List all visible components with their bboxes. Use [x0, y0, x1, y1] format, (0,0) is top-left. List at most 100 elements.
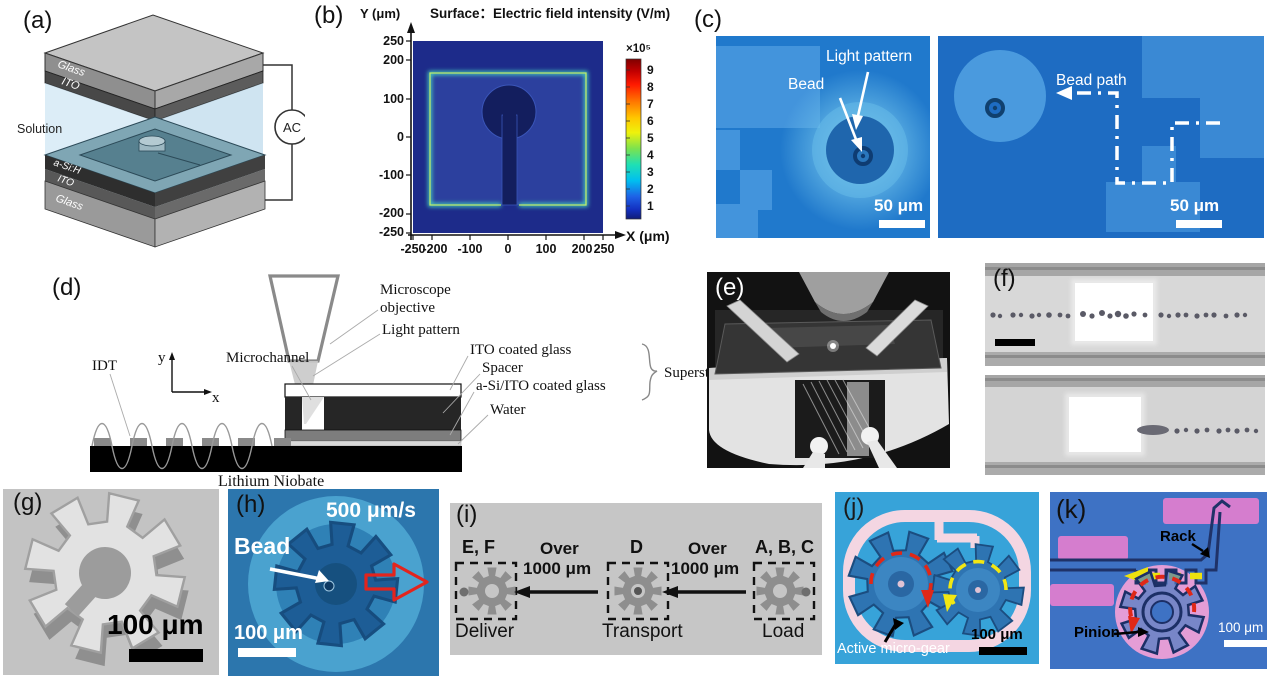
setup-photo — [707, 272, 950, 468]
electrode-shapes — [1106, 36, 1264, 232]
pinion-rotation-arc — [1128, 574, 1197, 625]
rack-label: Rack — [1160, 528, 1196, 545]
gear-icon-deliver — [459, 567, 516, 615]
coordinate-axes — [171, 358, 206, 393]
water-label: Water — [490, 402, 525, 418]
micro-pillar — [138, 135, 201, 166]
svg-text:200: 200 — [383, 53, 404, 67]
panel-a-label: (a) — [23, 7, 53, 34]
colorbar-tick-labels: 9 8 7 6 5 4 3 2 1 — [647, 63, 654, 213]
bead-arrow — [269, 567, 322, 581]
svg-text:250: 250 — [383, 34, 404, 48]
microscope-objective-shape — [268, 274, 341, 363]
superstrate-label: Superstrate — [664, 365, 720, 381]
bead-path-arrowhead — [1056, 86, 1072, 100]
panel-f-frame-bottom — [985, 375, 1265, 475]
y-axis-label: Y (μm) — [360, 6, 400, 21]
bead-path-label: Bead path — [1056, 72, 1127, 89]
scale-bar — [1176, 220, 1222, 228]
svg-text:1: 1 — [647, 199, 654, 213]
station-tag-load: A, B, C — [755, 537, 815, 557]
svg-text:-100: -100 — [379, 168, 404, 182]
superstrate-brace — [641, 343, 658, 401]
svg-text:0: 0 — [505, 242, 512, 256]
svg-text:100: 100 — [536, 242, 557, 256]
scale-label: 50 μm — [874, 196, 924, 215]
panel-h-rotating-gear: (h) 500 μm/s Bead 100 μm — [228, 489, 439, 676]
active-gear-label: Active micro-gear — [837, 641, 950, 657]
channel-image-bottom — [985, 375, 1265, 475]
electrode-pads — [1050, 498, 1259, 606]
axes — [408, 30, 618, 240]
svg-text:-200: -200 — [379, 206, 404, 220]
panel-d-schematic: IDT y x Microchannel Microscope objectiv… — [30, 262, 720, 488]
idt-label: IDT — [92, 358, 117, 374]
bead-label: Bead — [788, 76, 825, 93]
light-pattern-disc — [954, 50, 1046, 142]
ac-label: AC — [283, 120, 301, 135]
panel-b-label: (b) — [314, 2, 344, 29]
svg-text:0: 0 — [397, 130, 404, 144]
bead-dot — [634, 587, 642, 595]
scale-bar — [129, 649, 203, 662]
scale-label: 50 μm — [1170, 196, 1220, 215]
plot-title: Surface：Electric field intensity (V/m) — [430, 6, 670, 21]
gear-icon-load — [756, 567, 811, 615]
panel-j-label: (j) — [843, 494, 865, 521]
arrow1-text-distance: 1000 μm — [523, 559, 592, 578]
channel-image-top — [985, 263, 1265, 366]
bead-dot — [801, 587, 811, 597]
electrode-shapes — [716, 46, 820, 238]
svg-text:4: 4 — [647, 148, 654, 162]
pinion-gear — [1108, 558, 1216, 666]
heatmap-area — [413, 41, 603, 233]
light-pattern-label: Light pattern — [382, 322, 460, 338]
svg-text:250: 250 — [594, 242, 615, 256]
arrow2-text-distance: 1000 μm — [671, 559, 740, 578]
scale-label: 100 μm — [107, 609, 204, 640]
light-pattern-label: Light pattern — [826, 48, 913, 65]
panel-g-sem-gear: (g) 100 μm — [3, 489, 219, 675]
panel-d-label: (d) — [52, 274, 82, 301]
ito-glass-label: ITO coated glass — [470, 342, 572, 358]
axis-y-label: y — [158, 350, 166, 366]
scale-bar — [238, 648, 296, 657]
arrow1-text-over: Over — [540, 539, 579, 558]
scale-label: 100 μm — [1218, 620, 1264, 635]
micrograph-bead-trap — [716, 36, 930, 238]
acoustic-wave — [91, 423, 273, 469]
colorbar: 9 8 7 6 5 4 3 2 1 ×10⁵ — [625, 43, 654, 220]
rack-pinion-micrograph — [1050, 492, 1267, 669]
scheme-graphics — [454, 561, 816, 621]
panel-h-label: (h) — [236, 491, 266, 518]
schematic-labels: IDT y x Microchannel Microscope objectiv… — [92, 282, 720, 488]
pink-housing — [843, 510, 1031, 652]
bead-train — [1137, 425, 1259, 435]
ac-source-symbol — [274, 109, 305, 145]
rotation-arrow — [364, 562, 429, 602]
scale-bar — [879, 220, 925, 228]
station-tag-transport: D — [630, 537, 643, 557]
bead — [853, 146, 873, 166]
bead — [985, 98, 1005, 118]
annotation-arrows — [838, 71, 870, 143]
svg-text:7: 7 — [647, 97, 654, 111]
objective-label-2: objective — [380, 300, 435, 316]
gear-micrograph — [228, 489, 439, 676]
x-axis-label: X (μm) — [626, 228, 670, 244]
panel-k-rack-pinion: (k) Rack Pinion 100 μm — [1050, 492, 1267, 669]
tube-connector-left — [810, 437, 828, 455]
caption-load: Load — [762, 621, 805, 642]
micro-gear-3d — [8, 489, 204, 675]
panel-i-scheme: (i) E, F D A, B, C Over 1000 μm Over 100… — [450, 501, 822, 655]
svg-text:-250: -250 — [400, 242, 425, 256]
ito-top-label: ITO — [60, 75, 81, 92]
sem-image — [3, 489, 219, 675]
bead-train — [990, 310, 1248, 319]
objective-label-1: Microscope — [380, 282, 451, 298]
svg-text:200: 200 — [572, 242, 593, 256]
passive-micro-gear — [926, 538, 1030, 642]
arrow2-text-over: Over — [688, 539, 727, 558]
active-micro-gear — [835, 516, 969, 652]
